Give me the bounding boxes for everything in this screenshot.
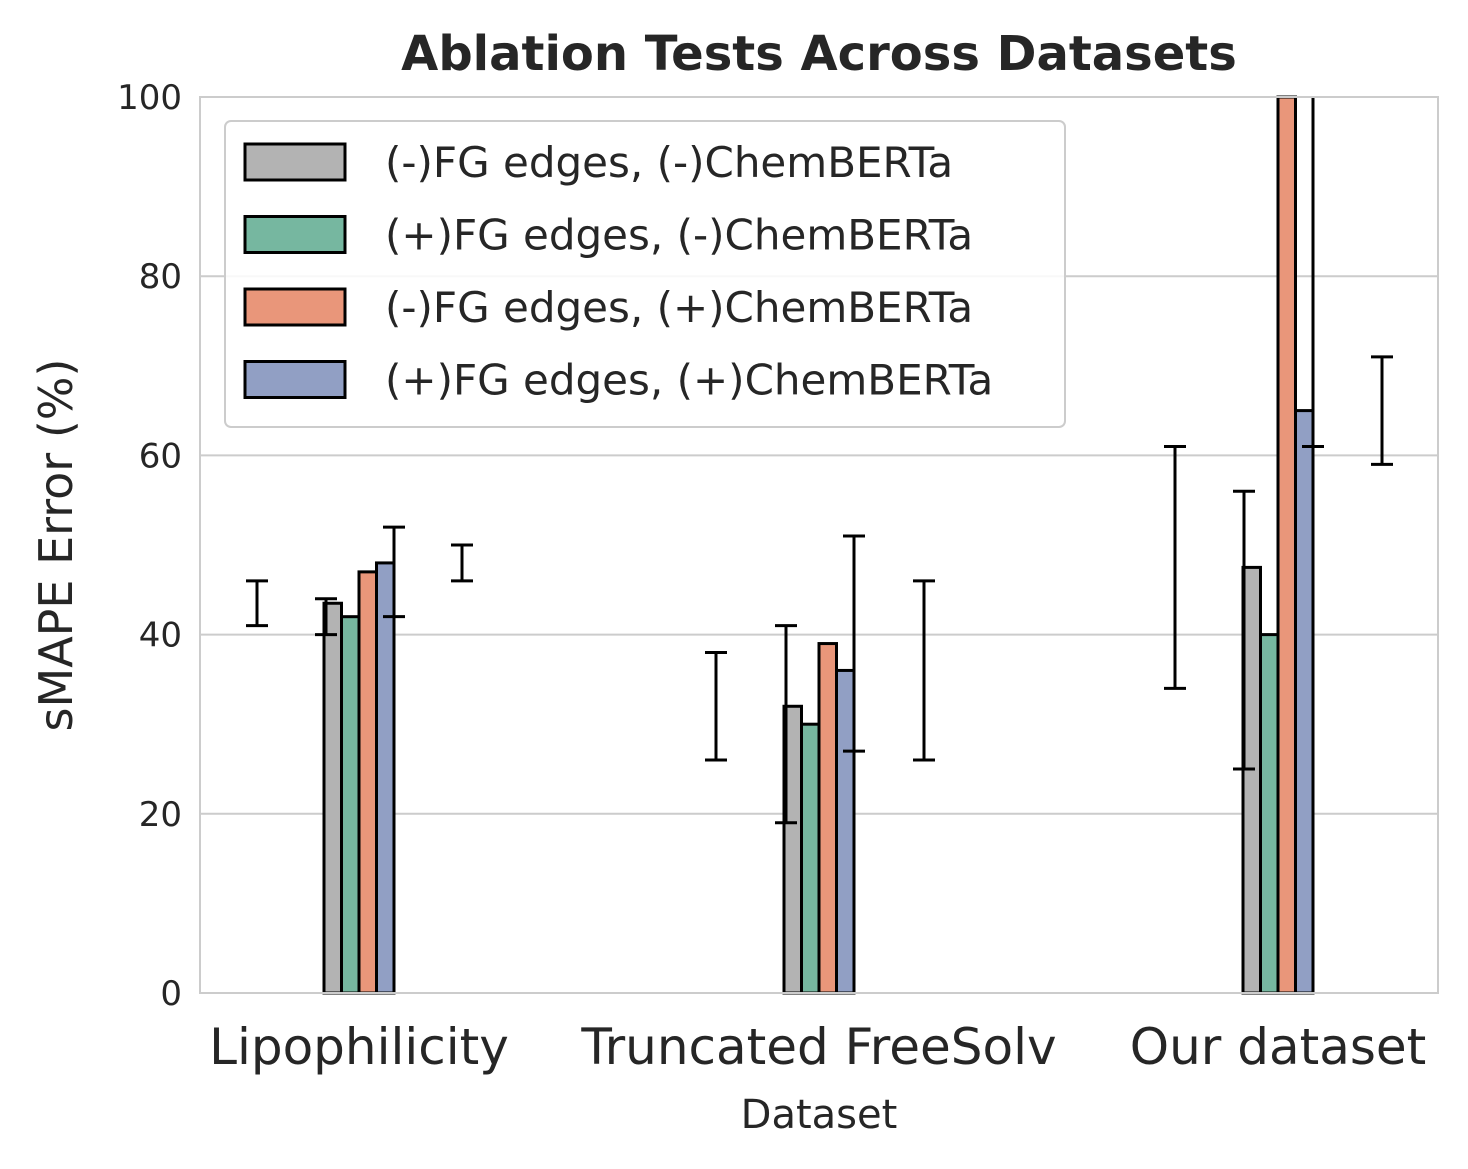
legend-entry-0: (-)FG edges, (-)ChemBERTa <box>243 138 953 187</box>
error-bar-1-3 <box>913 579 935 762</box>
y-axis-label: sMAPE Error (%) <box>29 359 83 732</box>
bar-0-1 <box>340 615 361 995</box>
y-tick-label: 20 <box>139 795 182 835</box>
y-tick-label: 40 <box>139 616 182 656</box>
error-bar-0-0 <box>315 597 337 637</box>
legend: (-)FG edges, (-)ChemBERTa (+)FG edges, (-… <box>224 120 1066 428</box>
legend-swatch <box>243 215 347 254</box>
x-tick-label: Lipophilicity <box>209 1018 509 1076</box>
error-bar-1-1 <box>705 651 727 762</box>
bar-0-0 <box>322 601 343 995</box>
error-bar-2-0 <box>1233 489 1255 771</box>
y-tick-label: 100 <box>117 78 182 118</box>
bar-2-3 <box>1294 409 1315 995</box>
error-bar-0-2 <box>383 525 405 619</box>
error-bar-0-3 <box>451 543 473 583</box>
x-tick-label: Truncated FreeSolv <box>580 1018 1056 1076</box>
bar-2-1 <box>1259 633 1280 995</box>
plot-frame <box>199 96 1439 994</box>
y-tick-labels: 0 20 40 60 80 100 <box>117 78 182 1014</box>
bar-0-3 <box>375 561 396 995</box>
bar-2-2 <box>1276 95 1297 995</box>
x-tick-labels: Lipophilicity Truncated FreeSolv Our datas… <box>209 1018 1426 1076</box>
chart-title: Ablation Tests Across Datasets <box>401 26 1237 82</box>
legend-label: (+)FG edges, (+)ChemBERTa <box>385 356 993 405</box>
y-tick-label: 80 <box>139 257 182 297</box>
error-bar-0-1 <box>246 579 268 628</box>
bar-0-2 <box>357 570 378 995</box>
x-tick-label: Our dataset <box>1130 1018 1427 1076</box>
y-tick-label: 60 <box>139 436 182 476</box>
legend-frame <box>224 120 1066 428</box>
legend-entry-1: (+)FG edges, (-)ChemBERTa <box>243 211 973 260</box>
legend-entry-3: (+)FG edges, (+)ChemBERTa <box>243 356 993 405</box>
error-bar-2-3 <box>1371 355 1393 466</box>
error-bar-1-0 <box>775 624 797 825</box>
error-bar-2-2 <box>1302 97 1324 448</box>
bar-1-1 <box>800 722 821 995</box>
legend-entry-2: (-)FG edges, (+)ChemBERTa <box>243 283 973 332</box>
y-tick-label: 0 <box>160 974 182 1014</box>
legend-swatch <box>243 360 347 399</box>
x-axis-label: Dataset <box>741 1092 898 1138</box>
error-bar-1-2 <box>843 534 865 753</box>
legend-label: (-)FG edges, (+)ChemBERTa <box>385 283 973 332</box>
legend-swatch <box>243 142 347 182</box>
error-bar-2-1 <box>1164 444 1186 690</box>
bar-1-3 <box>835 668 856 995</box>
error-bars <box>246 97 1393 825</box>
legend-swatch <box>243 287 347 327</box>
bar-2-0 <box>1241 565 1262 995</box>
legend-label: (-)FG edges, (-)ChemBERTa <box>385 138 953 187</box>
legend-label: (+)FG edges, (-)ChemBERTa <box>385 211 973 260</box>
bar-1-2 <box>817 642 838 995</box>
